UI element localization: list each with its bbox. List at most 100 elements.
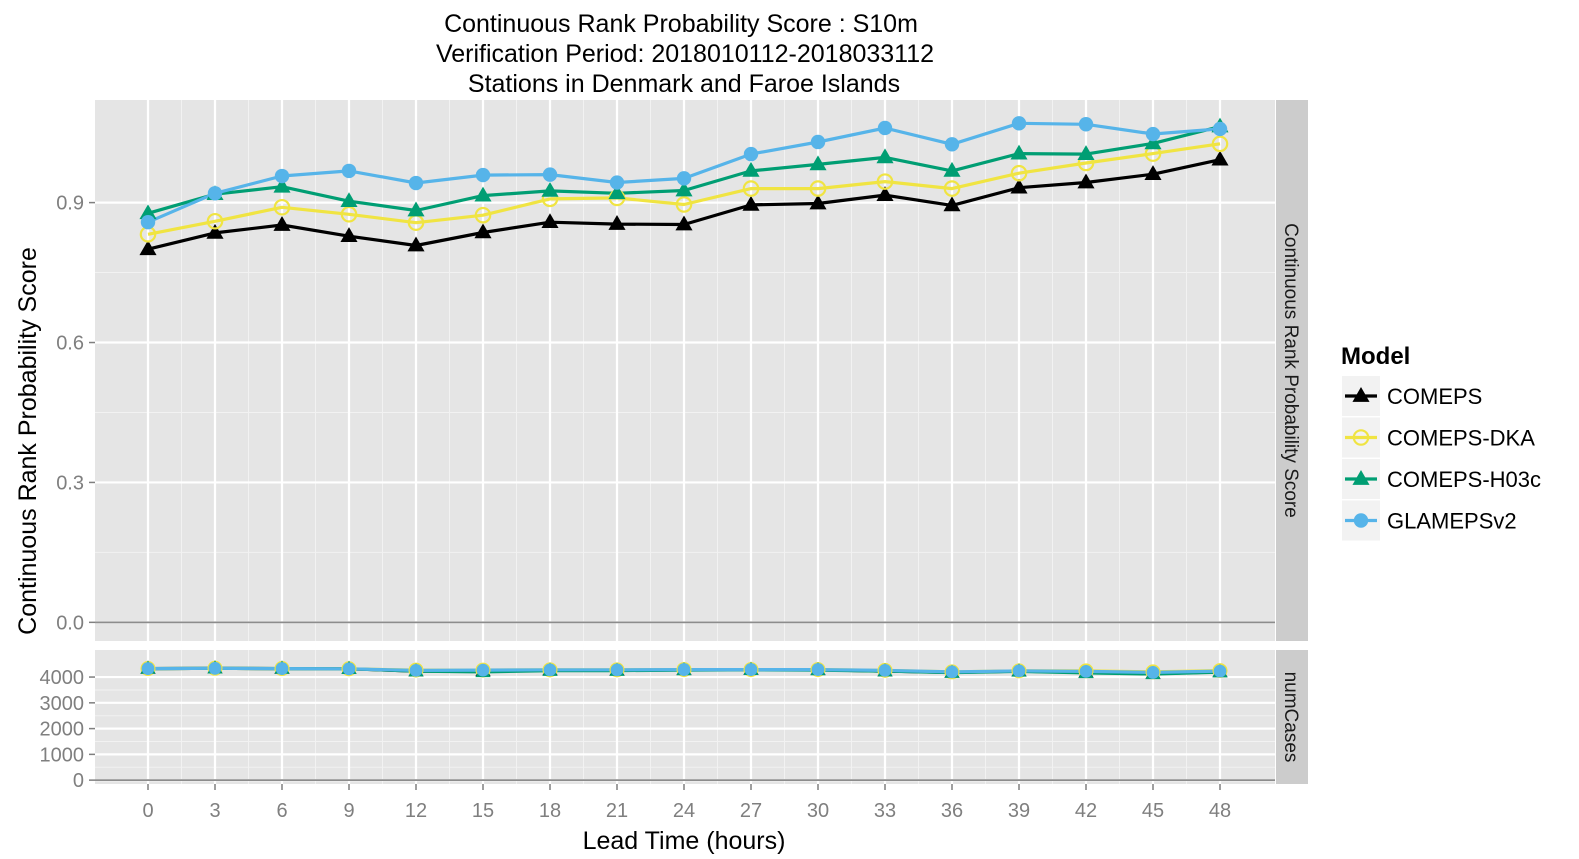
numcases-panel: 0 1000 2000 3000 4000 numCases — [40, 650, 1308, 792]
series-line-comeps-dka — [147, 142, 1221, 236]
y-tick-label: 0.9 — [56, 193, 84, 215]
data-point-comeps — [1077, 173, 1095, 189]
x-tick-label: 27 — [740, 800, 762, 822]
data-point-comeps-h03c — [809, 155, 827, 171]
data-point-comeps-h03c — [407, 201, 425, 217]
data-point-comeps — [541, 213, 559, 229]
data-point-comeps-h03c — [675, 181, 693, 197]
data-point-glamepsv2 — [945, 665, 959, 679]
data-point-glamepsv2 — [743, 146, 759, 162]
data-point-comeps-h03c — [273, 177, 291, 193]
data-point-glamepsv2 — [609, 175, 625, 190]
data-point-comeps — [1144, 165, 1162, 181]
data-point-glamepsv2 — [542, 167, 558, 182]
legend-key-marker — [1352, 429, 1370, 446]
x-tick-label: 0 — [142, 800, 153, 822]
data-point-glamepsv2 — [1011, 116, 1027, 131]
data-point-glamepsv2 — [475, 167, 491, 183]
x-tick-label: 39 — [1008, 800, 1030, 822]
x-tick-label: 42 — [1075, 800, 1097, 822]
data-point-comeps — [474, 223, 492, 239]
data-point-comeps-h03c — [1077, 145, 1095, 160]
y-tick-label: 2000 — [40, 719, 85, 741]
data-point-comeps-dka — [1211, 135, 1229, 153]
y-tick-label: 0.6 — [56, 333, 84, 355]
data-point-comeps — [809, 194, 827, 210]
legend-key-marker — [1352, 387, 1370, 402]
data-point-comeps-h03c — [943, 161, 961, 177]
data-point-comeps-dka — [340, 205, 358, 223]
data-point-comeps-h03c — [139, 204, 157, 220]
data-point-comeps — [1211, 150, 1229, 166]
data-point-comeps-h03c — [1144, 134, 1162, 150]
x-tick-label: 48 — [1209, 800, 1231, 822]
data-point-glamepsv2 — [1145, 126, 1161, 142]
title-line-1: Continuous Rank Probability Score : S10m — [444, 10, 918, 38]
data-point-comeps-h03c — [742, 161, 760, 177]
data-point-glamepsv2 — [207, 186, 223, 201]
data-point-comeps-dka — [876, 173, 894, 190]
data-point-glamepsv2 — [877, 120, 893, 136]
crps-panel: 0.0 0.3 0.6 0.9 Continuous Rank Probability … — [56, 100, 1308, 641]
legend-label-comeps-h03c: COMEPS-H03c — [1387, 467, 1541, 492]
data-point-glamepsv2 — [476, 663, 490, 677]
legend-key-marker — [1353, 513, 1369, 528]
data-point-glamepsv2 — [342, 662, 356, 676]
data-point-comeps — [407, 236, 425, 252]
x-tick-label: 21 — [606, 800, 628, 822]
y-tick-label: 0 — [73, 770, 84, 792]
legend-key-marker — [1352, 470, 1370, 485]
x-tick-label: 36 — [941, 800, 963, 822]
data-point-glamepsv2 — [341, 163, 357, 179]
data-point-comeps-h03c — [876, 148, 894, 164]
data-point-glamepsv2 — [274, 168, 290, 184]
facet-strip — [1276, 650, 1308, 784]
data-point-glamepsv2 — [1213, 664, 1227, 678]
data-point-comeps — [742, 195, 760, 211]
data-point-comeps-dka — [1010, 164, 1028, 182]
data-point-glamepsv2 — [1146, 666, 1160, 679]
data-point-glamepsv2 — [610, 663, 624, 677]
x-tick-label: 30 — [807, 800, 829, 822]
data-point-comeps-h03c — [608, 184, 626, 200]
facet-strip-label: Continuous Rank Probability Score — [1280, 223, 1301, 518]
y-axis-title: Continuous Rank Probability Score — [14, 247, 42, 635]
data-point-comeps-dka — [675, 196, 693, 213]
legend-title: Model — [1341, 343, 1410, 370]
x-axis: 0 3 6 9 12 15 18 21 24 27 30 33 36 39 42 45 48 — [142, 784, 1231, 822]
data-point-glamepsv2 — [141, 662, 155, 675]
data-point-glamepsv2 — [1012, 664, 1026, 678]
data-point-comeps-h03c — [340, 192, 358, 208]
data-point-comeps — [943, 196, 961, 212]
data-point-glamepsv2 — [677, 663, 691, 676]
data-point-comeps-dka — [273, 198, 291, 216]
data-point-comeps — [876, 186, 894, 201]
data-point-comeps — [608, 215, 626, 230]
legend-label-comeps: COMEPS — [1387, 384, 1482, 409]
legend-label-comeps-dka: COMEPS-DKA — [1387, 426, 1535, 451]
x-tick-label: 18 — [539, 800, 561, 822]
facet-strip — [1276, 100, 1308, 641]
data-point-glamepsv2 — [811, 663, 825, 676]
data-point-glamepsv2 — [744, 663, 758, 676]
y-tick-label: 1000 — [40, 744, 85, 766]
data-point-comeps — [206, 223, 224, 239]
data-point-glamepsv2 — [676, 171, 692, 186]
data-point-glamepsv2 — [878, 663, 892, 677]
data-point-glamepsv2 — [409, 663, 423, 677]
data-point-comeps — [1010, 178, 1028, 194]
data-point-glamepsv2 — [1078, 117, 1094, 132]
data-point-comeps-h03c — [474, 186, 492, 202]
legend: Model COMEPS COMEPS-DKA COMEPS-H03c GLAMEPS… — [1341, 343, 1541, 541]
y-tick-label: 0.3 — [56, 472, 84, 494]
y-tick-label: 4000 — [40, 667, 85, 689]
data-point-glamepsv2 — [1079, 664, 1093, 678]
facet-strip-label: numCases — [1280, 672, 1301, 763]
data-point-comeps-dka — [943, 180, 961, 197]
data-point-comeps — [340, 227, 358, 243]
x-tick-label: 15 — [472, 800, 494, 822]
data-point-glamepsv2 — [408, 175, 424, 191]
x-tick-label: 24 — [673, 800, 695, 822]
data-point-comeps-h03c — [541, 181, 559, 197]
